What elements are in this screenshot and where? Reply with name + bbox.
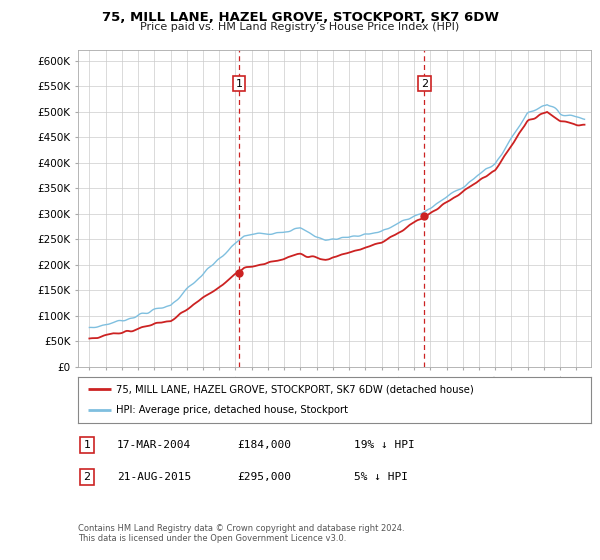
Text: 2: 2 — [421, 78, 428, 88]
Text: 21-AUG-2015: 21-AUG-2015 — [117, 472, 191, 482]
Text: 5% ↓ HPI: 5% ↓ HPI — [354, 472, 408, 482]
Text: 17-MAR-2004: 17-MAR-2004 — [117, 440, 191, 450]
Text: 1: 1 — [83, 440, 91, 450]
Text: Contains HM Land Registry data © Crown copyright and database right 2024.
This d: Contains HM Land Registry data © Crown c… — [78, 524, 404, 543]
Text: 75, MILL LANE, HAZEL GROVE, STOCKPORT, SK7 6DW (detached house): 75, MILL LANE, HAZEL GROVE, STOCKPORT, S… — [116, 384, 474, 394]
Text: 1: 1 — [235, 78, 242, 88]
Text: HPI: Average price, detached house, Stockport: HPI: Average price, detached house, Stoc… — [116, 405, 349, 416]
Text: £295,000: £295,000 — [237, 472, 291, 482]
Text: £184,000: £184,000 — [237, 440, 291, 450]
Text: 75, MILL LANE, HAZEL GROVE, STOCKPORT, SK7 6DW: 75, MILL LANE, HAZEL GROVE, STOCKPORT, S… — [101, 11, 499, 24]
Text: 2: 2 — [83, 472, 91, 482]
Text: Price paid vs. HM Land Registry’s House Price Index (HPI): Price paid vs. HM Land Registry’s House … — [140, 22, 460, 32]
Text: 19% ↓ HPI: 19% ↓ HPI — [354, 440, 415, 450]
